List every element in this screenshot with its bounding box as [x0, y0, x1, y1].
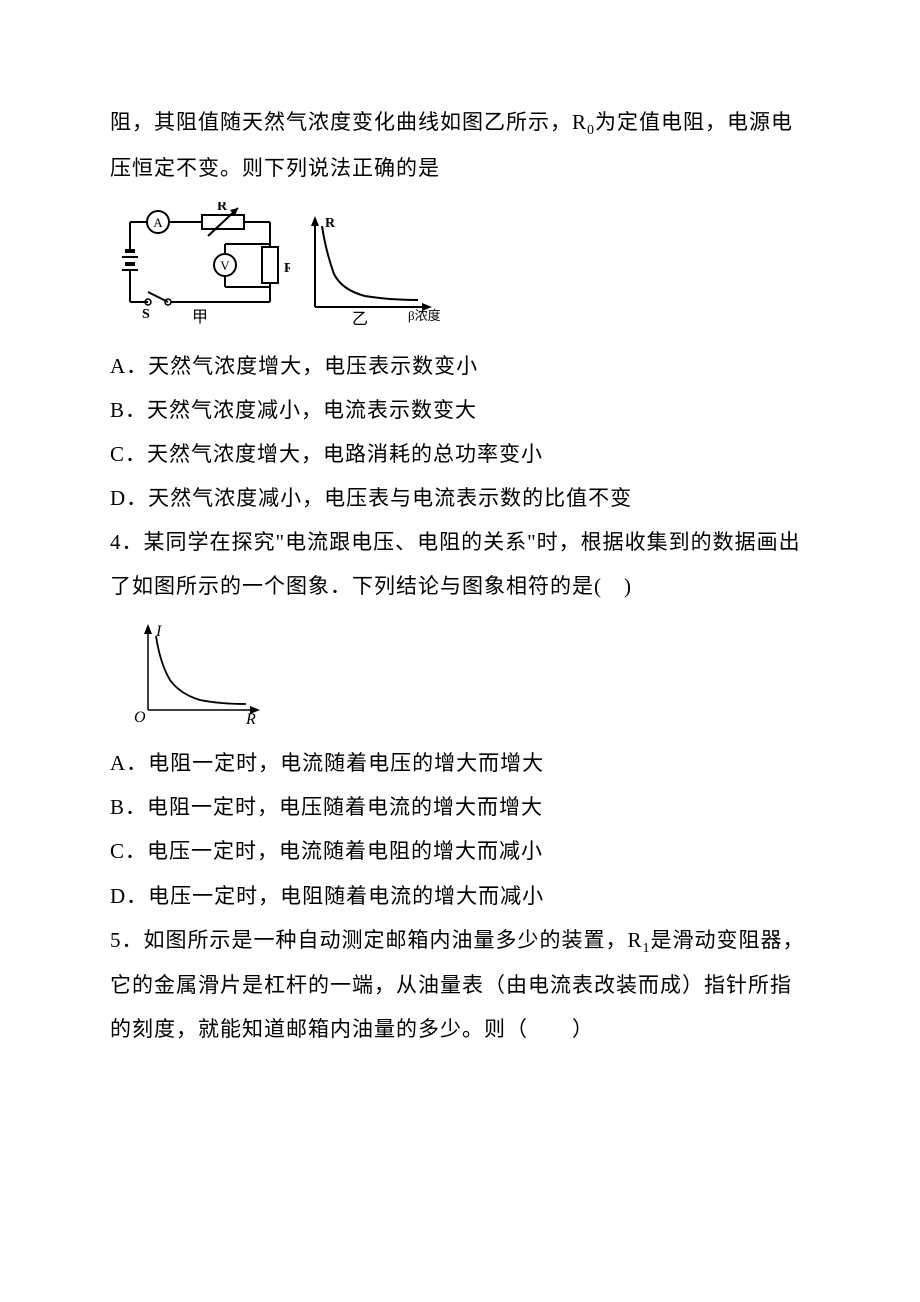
q4-graph-figure: I R O [128, 618, 278, 728]
q3-option-d: D．天然气浓度减小，电压表与电流表示数的比值不变 [110, 476, 810, 520]
q3-graph-svg: R β浓度 乙 [300, 212, 450, 332]
q3-graph-x-label: β浓度 [408, 308, 441, 323]
q5-intro-part1: 5．如图所示是一种自动测定邮箱内油量多少的装置，R [110, 928, 643, 952]
q5-intro-sub: 1 [643, 941, 651, 956]
q3-option-b: B．天然气浓度减小，电流表示数变大 [110, 388, 810, 432]
q4-option-c: C．电压一定时，电流随着电阻的增大而减小 [110, 829, 810, 873]
q3-intro-part1: 阻，其阻值随天然气浓度变化曲线如图乙所示，R [110, 110, 587, 134]
q4-graph-svg: I R O [128, 618, 278, 728]
q3-graph-y-label: R [325, 216, 336, 231]
q3-intro-sub: 0 [587, 123, 595, 138]
q4-option-b: B．电阻一定时，电压随着电流的增大而增大 [110, 785, 810, 829]
q5-intro: 5．如图所示是一种自动测定邮箱内油量多少的装置，R1是滑动变阻器，它的金属滑片是… [110, 918, 810, 1052]
r-label: R [217, 202, 228, 214]
switch-label: S [142, 307, 150, 322]
q3-option-a: A．天然气浓度增大，电压表示数变小 [110, 344, 810, 388]
q3-intro-line1: 阻，其阻值随天然气浓度变化曲线如图乙所示，R0为定值电阻，电源电压恒定不变。则下… [110, 100, 810, 190]
voltmeter-label: V [220, 258, 230, 273]
q3-circuit-figure: A R R₀ V S [110, 202, 290, 332]
q4-graph-origin: O [134, 709, 146, 726]
circuit-fig-label: 甲 [192, 309, 208, 326]
q3-figure-row: A R R₀ V S [110, 202, 810, 332]
q4-intro: 4．某同学在探究"电流跟电压、电阻的关系"时，根据收集到的数据画出了如图所示的一… [110, 520, 810, 608]
q4-option-d: D．电压一定时，电阻随着电流的增大而减小 [110, 874, 810, 918]
q3-graph-fig-label: 乙 [352, 311, 368, 328]
ammeter-label: A [153, 215, 163, 230]
q3-option-c: C．天然气浓度增大，电路消耗的总功率变小 [110, 432, 810, 476]
q4-graph-x-label: R [245, 711, 256, 728]
r0-label: R₀ [284, 261, 290, 276]
q4-option-a: A．电阻一定时，电流随着电压的增大而增大 [110, 741, 810, 785]
q3-graph-figure: R β浓度 乙 [300, 212, 450, 332]
circuit-svg: A R R₀ V S [110, 202, 290, 332]
